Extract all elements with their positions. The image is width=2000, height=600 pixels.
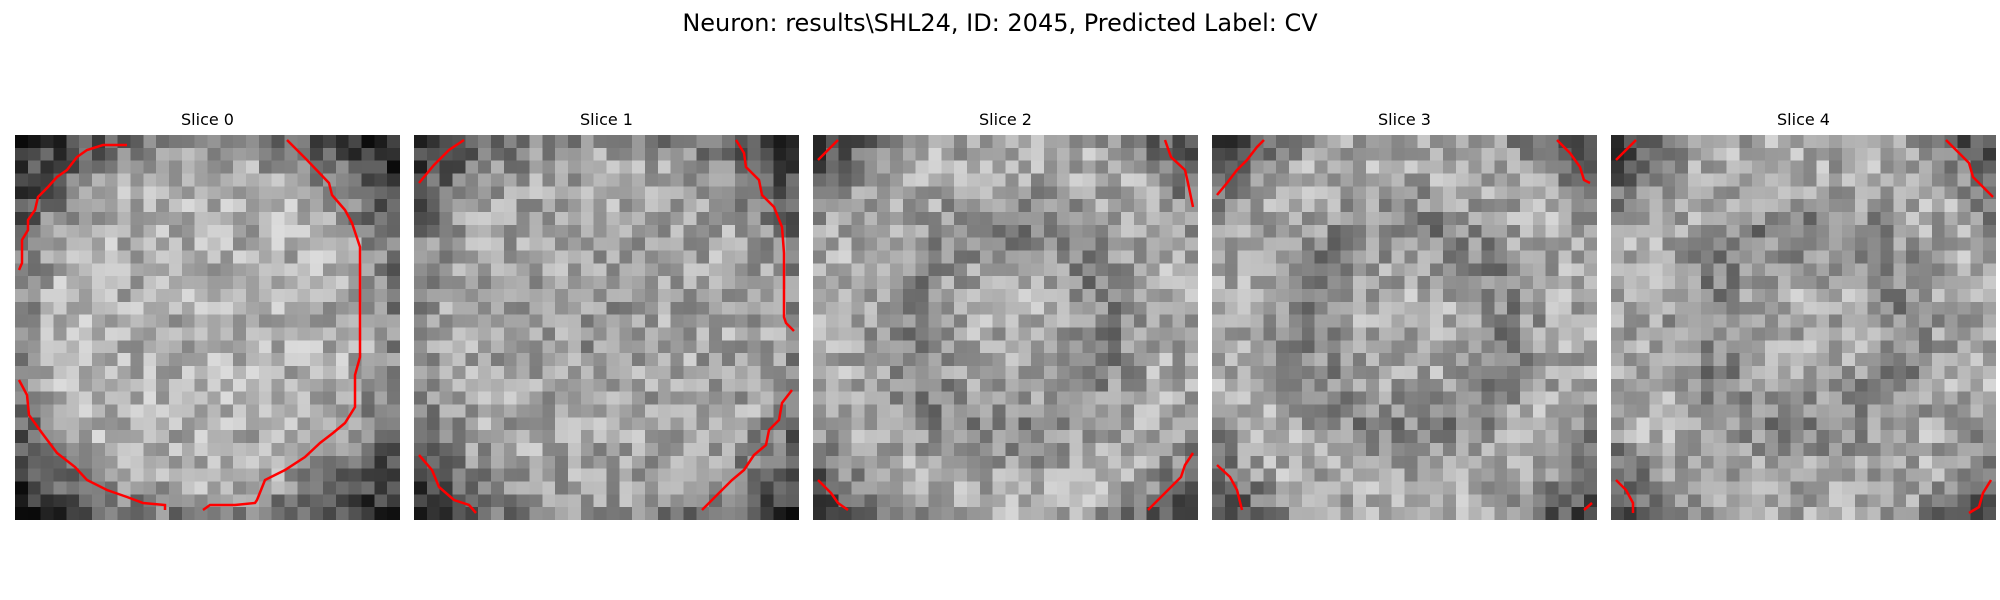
figure-title: Neuron: results\SHL24, ID: 2045, Predict… [682, 9, 1318, 37]
slice-title: Slice 1 [580, 110, 633, 129]
slice-image [15, 135, 400, 520]
slice-pixels [1212, 135, 1597, 520]
slice-pixels [1611, 135, 1996, 520]
slice-title: Slice 0 [181, 110, 234, 129]
slice-panel-1: Slice 1 [414, 109, 799, 520]
slice-image [1212, 135, 1597, 520]
slice-image [813, 135, 1198, 520]
slice-image [414, 135, 799, 520]
slice-pixels [414, 135, 799, 520]
slice-panel-4: Slice 4 [1611, 109, 1996, 520]
slice-pixels [15, 135, 400, 520]
slice-title: Slice 2 [979, 110, 1032, 129]
slice-title: Slice 3 [1378, 110, 1431, 129]
slice-title: Slice 4 [1777, 110, 1830, 129]
slice-panel-3: Slice 3 [1212, 109, 1597, 520]
slice-image [1611, 135, 1996, 520]
slice-panel-2: Slice 2 [813, 109, 1198, 520]
slice-panel-0: Slice 0 [15, 109, 400, 520]
slice-pixels [813, 135, 1198, 520]
